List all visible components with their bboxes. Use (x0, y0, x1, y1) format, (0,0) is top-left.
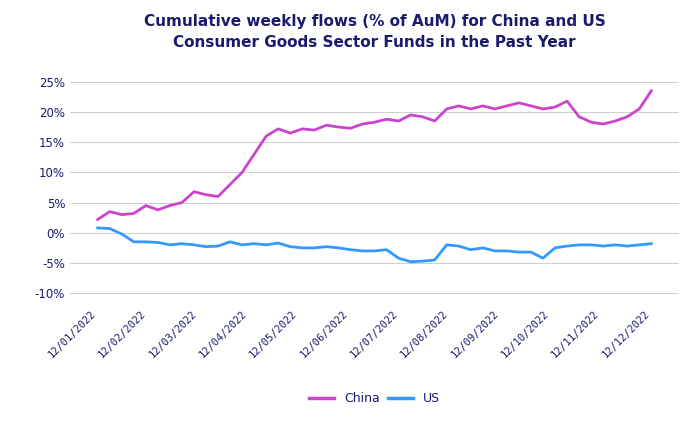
China (130, 211, 138, 216)
US (141, 239, 150, 244)
US (503, 248, 511, 254)
China (442, 106, 451, 112)
China (575, 114, 583, 119)
China (106, 209, 114, 214)
China (587, 120, 595, 125)
China (190, 189, 198, 194)
US (274, 240, 282, 245)
China (407, 112, 415, 117)
US (430, 257, 439, 262)
US (539, 256, 547, 261)
China (358, 122, 367, 127)
China (454, 103, 463, 109)
China (178, 200, 186, 205)
China (334, 125, 342, 130)
US (611, 243, 620, 248)
US (310, 245, 319, 251)
China (214, 194, 222, 199)
China (310, 128, 319, 133)
US (322, 244, 330, 249)
China (551, 105, 559, 110)
China (623, 114, 631, 119)
Line: US: US (98, 228, 651, 262)
US (467, 247, 475, 252)
US (514, 250, 523, 255)
US (94, 226, 102, 231)
US (370, 248, 379, 254)
China (298, 126, 307, 131)
US (382, 247, 391, 252)
US (454, 243, 463, 248)
China (419, 114, 427, 119)
US (442, 243, 451, 248)
US (623, 243, 631, 248)
US (419, 259, 427, 264)
China (322, 123, 330, 128)
China (274, 126, 282, 131)
China (166, 203, 174, 208)
China (202, 192, 210, 197)
US (202, 244, 210, 249)
China (94, 217, 102, 222)
Line: China: China (98, 91, 651, 220)
US (226, 239, 234, 244)
China (635, 106, 643, 112)
China (467, 106, 475, 112)
US (575, 243, 583, 248)
China (141, 203, 150, 208)
China (563, 98, 571, 103)
US (106, 226, 114, 231)
US (491, 248, 499, 254)
China (491, 106, 499, 112)
China (599, 122, 608, 127)
China (154, 207, 162, 212)
US (587, 243, 595, 248)
US (286, 244, 295, 249)
US (154, 240, 162, 245)
US (358, 248, 367, 254)
US (238, 243, 246, 248)
China (394, 118, 402, 123)
China (370, 120, 379, 125)
China (647, 88, 655, 93)
US (407, 259, 415, 264)
China (514, 100, 523, 106)
US (130, 239, 138, 244)
US (394, 256, 402, 261)
US (599, 243, 608, 248)
China (479, 103, 487, 109)
China (382, 117, 391, 122)
China (611, 118, 620, 123)
US (334, 245, 342, 251)
US (527, 250, 536, 255)
China (286, 131, 295, 136)
US (563, 243, 571, 248)
Legend: China, US: China, US (304, 387, 444, 410)
China (503, 103, 511, 109)
China (539, 106, 547, 112)
US (166, 243, 174, 248)
US (647, 241, 655, 246)
US (635, 243, 643, 248)
US (551, 245, 559, 251)
US (250, 241, 258, 246)
US (262, 243, 270, 248)
US (214, 243, 222, 248)
China (430, 118, 439, 123)
US (298, 245, 307, 251)
China (118, 212, 126, 217)
US (190, 243, 198, 248)
China (346, 126, 355, 131)
China (527, 103, 536, 109)
Title: Cumulative weekly flows (% of AuM) for China and US
Consumer Goods Sector Funds : Cumulative weekly flows (% of AuM) for C… (144, 14, 606, 50)
US (479, 245, 487, 251)
China (262, 134, 270, 139)
US (118, 232, 126, 237)
US (178, 241, 186, 246)
China (250, 152, 258, 157)
China (238, 170, 246, 175)
US (346, 247, 355, 252)
China (226, 182, 234, 187)
